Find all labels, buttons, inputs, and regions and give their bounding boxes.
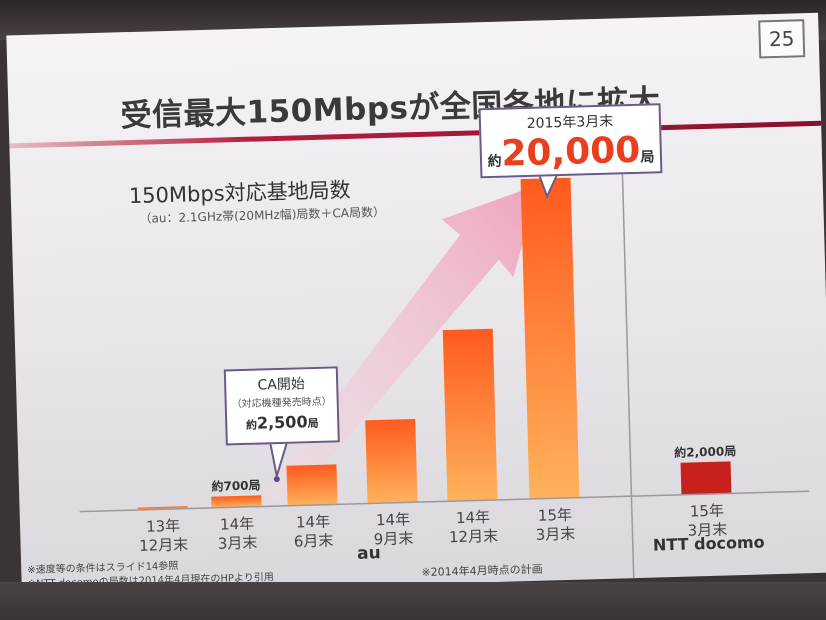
callout-unit: 局: [640, 149, 655, 166]
docomo-tick-label-1: 15年3月末: [687, 502, 728, 540]
au-tick-label-1: 13年12月末: [138, 517, 188, 555]
callout-ca-value: 2,500: [256, 412, 308, 433]
callout-value: 20,000: [500, 129, 641, 175]
au-bar-5: [442, 328, 498, 502]
callout-value-line: 約20,000局: [481, 129, 660, 175]
au-tick-label-4: 14年9月末: [373, 510, 414, 548]
au-bar-2: [211, 495, 262, 508]
callout-2015-target: 2015年3月末 約20,000局: [478, 103, 663, 179]
presentation-slide: 25 受信最大150Mbpsが全国各地に拡大 150Mbps対応基地局数 （au…: [6, 12, 826, 596]
au-tick-label-3: 14年6月末: [293, 513, 334, 551]
callout-ca-start: CA開始 （対応機種発売時点） 約2,500局: [223, 366, 340, 446]
au-bar-3: [286, 464, 338, 506]
group-label-docomo: NTT docomo: [653, 532, 765, 554]
room-background-bottom: [0, 582, 826, 620]
au-tick-label-5: 14年12月末: [448, 508, 498, 546]
callout-ca-note: （対応機種発売時点）: [231, 396, 332, 411]
docomo-data-label-1: 約2,000局: [674, 443, 736, 460]
group-separator: [621, 170, 635, 579]
x-axis-line: [79, 490, 810, 513]
bar-chart: 13年12月末 14年3月末 約700局 14年6月末 14年9月末 14年12月末 15年…: [79, 170, 810, 579]
group-label-au: au: [357, 543, 381, 564]
callout-ca-prefix: 約: [245, 418, 258, 432]
au-tick-label-6: 15年3月末: [535, 506, 576, 544]
au-bar-6: [520, 177, 580, 500]
callout-ca-marker: [273, 476, 280, 483]
footnote-plan: ※2014年4月時点の計画: [421, 562, 543, 580]
au-data-label-2: 約700局: [211, 477, 260, 493]
callout-ca-unit: 局: [307, 416, 319, 431]
au-tick-label-2: 14年3月末: [217, 515, 258, 553]
docomo-bar-1: [680, 461, 732, 495]
au-bar-4: [365, 418, 418, 504]
callout-ca-value-line: 約2,500局: [227, 411, 337, 433]
callout-prefix: 約: [487, 153, 502, 171]
